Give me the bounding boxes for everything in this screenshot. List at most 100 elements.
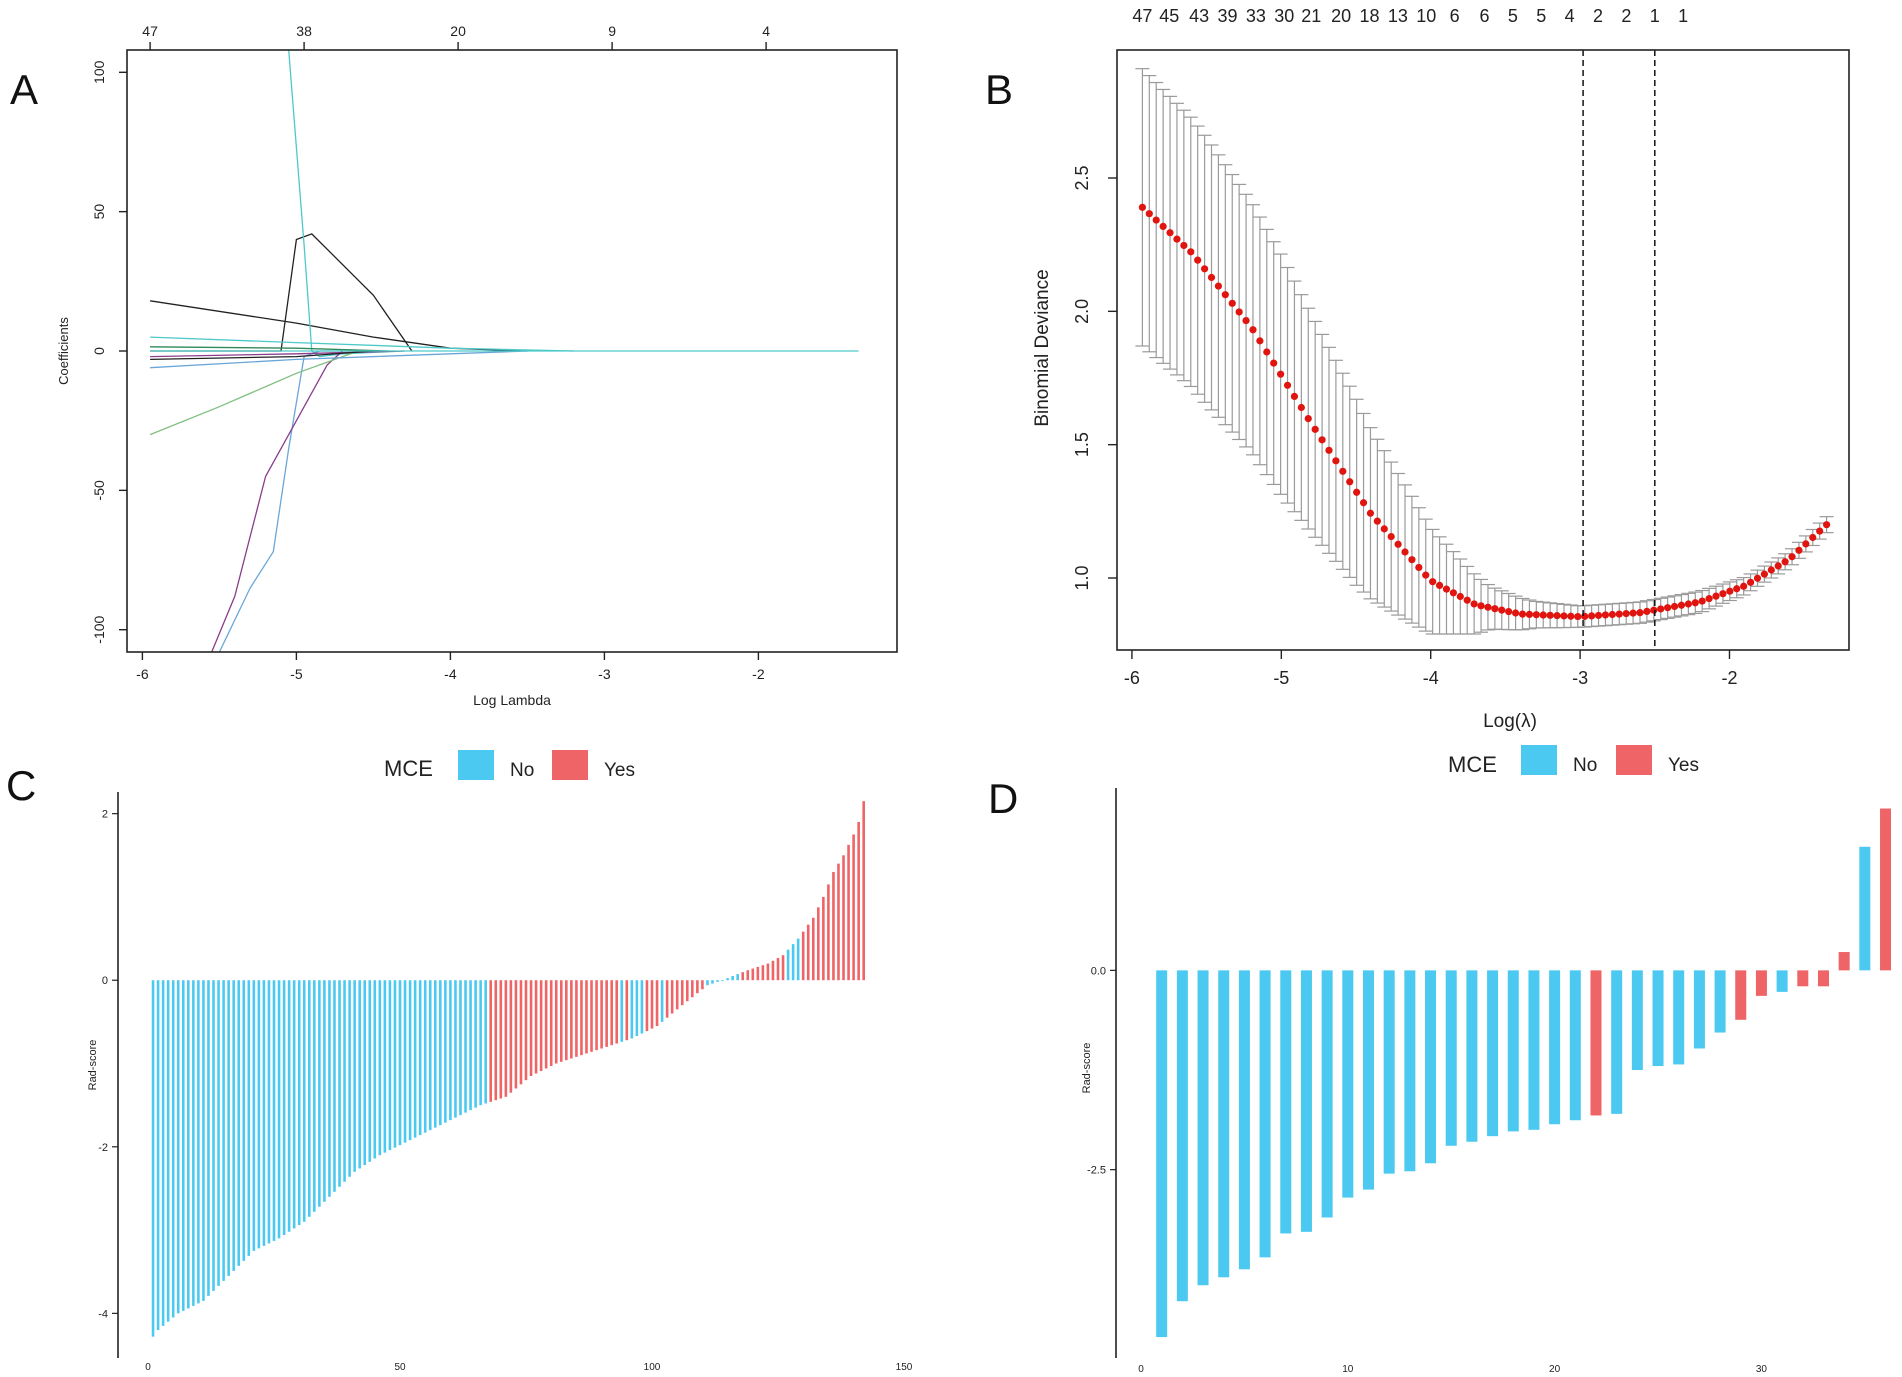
- panel-d-legend-title: MCE: [1448, 752, 1497, 777]
- panel-c-y-axis: -4 -2 0 2: [98, 809, 118, 1320]
- deviance-point: [1636, 609, 1644, 617]
- panel-c-legend-no-label: No: [510, 760, 534, 781]
- deviance-point: [1643, 607, 1651, 616]
- panel-b-error-bars: [1135, 68, 1834, 635]
- b-y-tick-label: 1.5: [1072, 432, 1092, 457]
- rad-score-bar: [323, 980, 326, 1202]
- deviance-point: [1353, 488, 1361, 496]
- rad-score-bar: [741, 972, 745, 981]
- deviance-point: [1553, 612, 1561, 620]
- rad-score-bar: [187, 980, 190, 1309]
- panel-b-plot: [1135, 50, 1834, 650]
- rad-score-bar: [166, 980, 170, 1322]
- c-y-tick-label: 2: [102, 809, 108, 821]
- panel-b-deviance-points: [1138, 203, 1831, 621]
- panel-a-xlabel: Log Lambda: [473, 692, 551, 708]
- b-top-label: 21: [1301, 6, 1321, 26]
- deviance-point: [1657, 605, 1665, 613]
- rad-score-bar: [459, 980, 462, 1116]
- rad-score-bar: [433, 980, 437, 1128]
- rad-score-bar: [408, 980, 412, 1141]
- panel-b-ylabel: Binomial Deviance: [1032, 269, 1053, 426]
- panel-a-lines: [149, 50, 859, 652]
- deviance-point: [1332, 457, 1340, 465]
- deviance-point: [1359, 499, 1368, 507]
- panel-c-legend-no-swatch: [458, 750, 494, 780]
- rad-score-bar: [444, 980, 447, 1123]
- a-top-tick-label: 4: [762, 23, 770, 39]
- rad-score-bar: [403, 980, 407, 1143]
- panel-c-legend-yes-label: Yes: [604, 760, 635, 781]
- deviance-point: [1498, 606, 1506, 614]
- d-x-tick-label: 10: [1342, 1364, 1354, 1375]
- panel-a-ylabel: Coefficients: [56, 317, 71, 385]
- rad-score-bar: [1362, 970, 1374, 1190]
- deviance-point: [1270, 359, 1278, 367]
- rad-score-bar: [252, 980, 256, 1251]
- deviance-point: [1795, 546, 1803, 554]
- deviance-point: [1214, 282, 1223, 290]
- rad-score-bar: [1611, 970, 1623, 1114]
- rad-score-bar: [262, 980, 266, 1246]
- panel-d-legend-yes-label: Yes: [1668, 755, 1699, 776]
- rad-score-bar: [197, 980, 200, 1304]
- d-y-tick-label: 0.0: [1091, 965, 1106, 977]
- coef-path-3: [288, 50, 405, 358]
- rad-score-bar: [554, 980, 558, 1064]
- coef-path-5: [211, 350, 344, 652]
- coef-path-10: [150, 346, 389, 352]
- rad-score-bar: [852, 834, 855, 981]
- b-top-label: 39: [1218, 6, 1238, 26]
- rad-score-bar: [701, 980, 704, 990]
- coef-path-4: [218, 350, 343, 652]
- rad-score-bar: [1218, 970, 1230, 1278]
- rad-score-bar: [398, 980, 402, 1146]
- rad-score-bar: [192, 980, 195, 1306]
- rad-score-bar: [600, 980, 603, 1049]
- rad-score-bar: [328, 980, 331, 1197]
- deviance-point: [1740, 582, 1748, 590]
- b-top-label: 47: [1132, 6, 1152, 26]
- panel-a-x-axis: -6 -5 -4 -3 -2: [136, 652, 765, 682]
- rad-score-bar: [302, 980, 306, 1222]
- deviance-point: [1249, 326, 1257, 334]
- deviance-point: [1442, 585, 1451, 593]
- panel-d-legend: MCE No Yes: [1448, 745, 1699, 777]
- b-top-label: 30: [1274, 6, 1294, 26]
- a-y-tick-label: 50: [91, 204, 107, 220]
- rad-score-bar: [615, 980, 619, 1044]
- panel-c-legend: MCE No Yes: [384, 750, 635, 781]
- c-x-tick-label: 0: [145, 1362, 151, 1373]
- rad-score-bar: [479, 980, 482, 1106]
- panel-b: B 47 45 43 39 33 30 21 20 18 13 10 6 6 5 5 4 2 2 1 1 -6 -5 -4…: [985, 6, 1850, 732]
- rad-score-bar: [625, 980, 629, 1041]
- rad-score-bar: [570, 980, 573, 1059]
- panel-d-ylabel: Rad-score: [1081, 1043, 1093, 1094]
- rad-score-bar: [318, 980, 321, 1207]
- rad-score-bar: [791, 944, 795, 981]
- rad-score-bar: [786, 949, 790, 981]
- deviance-point: [1311, 425, 1319, 433]
- rad-score-bar: [423, 980, 427, 1133]
- deviance-point: [1263, 348, 1271, 356]
- a-top-tick-label: 38: [296, 23, 312, 39]
- rad-score-bar: [227, 980, 230, 1276]
- deviance-point: [1719, 590, 1727, 598]
- panel-letter-d: D: [988, 775, 1018, 822]
- rad-score-bar: [519, 980, 523, 1085]
- rad-score-bar: [1280, 970, 1292, 1234]
- deviance-point: [1664, 604, 1672, 612]
- rad-score-bar: [736, 974, 739, 981]
- rad-score-bar: [373, 980, 377, 1159]
- rad-score-bar: [499, 980, 503, 1099]
- deviance-point: [1511, 609, 1520, 617]
- rad-score-bar: [796, 938, 800, 981]
- deviance-point: [1297, 403, 1305, 412]
- b-top-label: 45: [1159, 6, 1179, 26]
- rad-score-bar: [640, 980, 644, 1034]
- a-x-tick-label: -6: [136, 666, 149, 682]
- deviance-point: [1650, 606, 1658, 614]
- rad-score-bar: [212, 980, 215, 1291]
- rad-score-bar: [161, 980, 165, 1326]
- deviance-point: [1733, 585, 1741, 593]
